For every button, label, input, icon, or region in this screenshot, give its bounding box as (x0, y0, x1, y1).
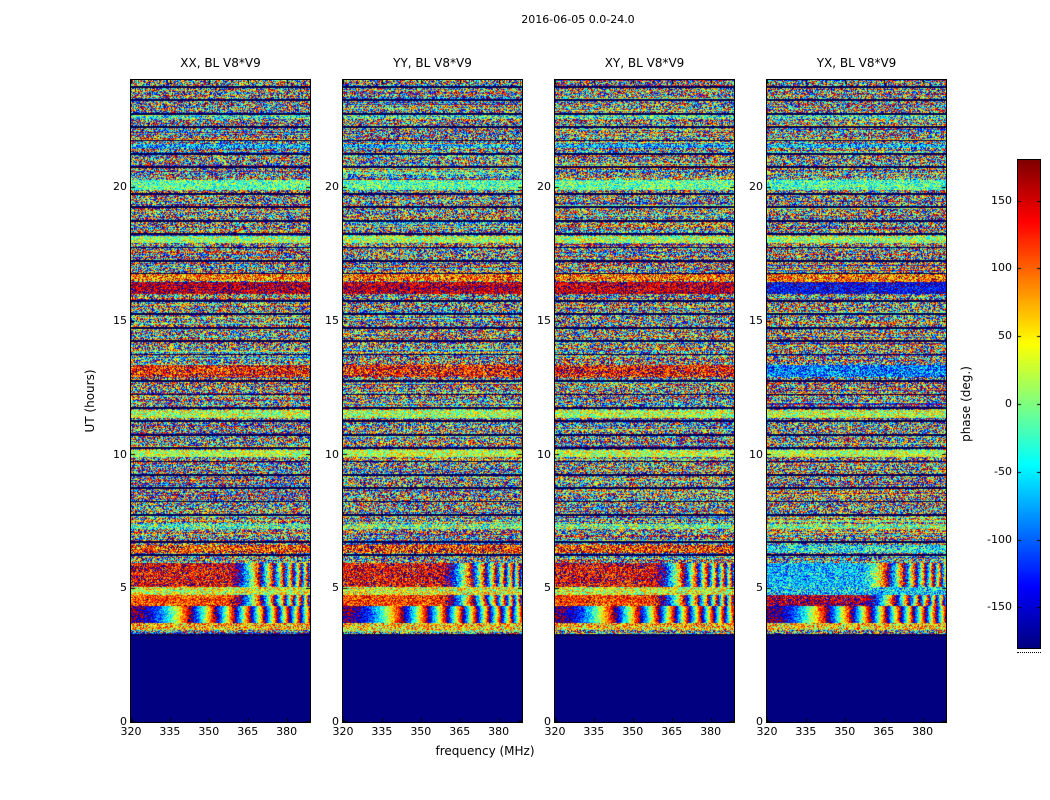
heatmap-canvas-yy (342, 79, 523, 723)
y-tick-label: 5 (544, 581, 551, 595)
x-tick-label: 320 (120, 725, 142, 738)
figure-title: 2016-06-05 0.0-24.0 (521, 13, 635, 26)
x-tick-label: 380 (488, 725, 510, 738)
y-tick-label: 0 (120, 715, 127, 728)
y-tick-label: 15 (749, 313, 763, 327)
colorbar-tick-label: -150 (987, 600, 1012, 614)
x-axis-label: frequency (MHz) (435, 744, 535, 758)
y-tick-label: 5 (332, 581, 339, 595)
y-tick-label: 15 (325, 313, 339, 327)
x-tick-label: 365 (873, 725, 895, 738)
x-tick-label: 320 (756, 725, 778, 738)
x-tick-label: 335 (795, 725, 817, 738)
x-tick-label: 350 (410, 725, 432, 738)
heatmap-canvas-xx (130, 79, 311, 723)
y-tick-label: 5 (120, 581, 127, 595)
y-tick-label: 0 (756, 715, 763, 728)
x-tick-label: 365 (237, 725, 259, 738)
x-tick-label: 365 (449, 725, 471, 738)
x-tick-label: 320 (332, 725, 354, 738)
y-tick-label: 20 (537, 180, 551, 193)
panel-title-yy: YY, BL V8*V9 (393, 56, 472, 70)
x-tick-label: 335 (371, 725, 393, 738)
x-tick-label: 350 (622, 725, 644, 738)
colorbar-tick-label: -50 (994, 464, 1012, 478)
colorbar-label: phase (deg.) (959, 366, 973, 442)
colorbar-end-marker (1017, 652, 1041, 653)
y-tick-label: 20 (749, 180, 763, 193)
y-tick-label: 10 (325, 447, 339, 461)
x-tick-label: 350 (834, 725, 856, 738)
heatmap-canvas-yx (766, 79, 947, 723)
colorbar-tick-label: 0 (1005, 397, 1012, 410)
y-tick-label: 20 (325, 180, 339, 193)
x-tick-label: 380 (700, 725, 722, 738)
y-tick-label: 10 (537, 447, 551, 461)
y-tick-label: 10 (749, 447, 763, 461)
x-tick-label: 350 (198, 725, 220, 738)
y-tick-label: 0 (332, 715, 339, 728)
x-tick-label: 335 (159, 725, 181, 738)
x-tick-label: 320 (544, 725, 566, 738)
heatmap-canvas-xy (554, 79, 735, 723)
y-tick-label: 10 (113, 447, 127, 461)
panel-title-yx: YX, BL V8*V9 (816, 56, 897, 70)
x-tick-label: 380 (912, 725, 934, 738)
x-tick-label: 335 (583, 725, 605, 738)
y-axis-label: UT (hours) (83, 369, 97, 433)
x-tick-label: 380 (276, 725, 298, 738)
panel-title-xy: XY, BL V8*V9 (604, 56, 685, 70)
colorbar-tick-label: -100 (987, 532, 1012, 546)
colorbar (1017, 159, 1041, 649)
colorbar-tick-label: 150 (991, 193, 1012, 207)
colorbar-tick-label: 50 (998, 329, 1012, 343)
y-tick-label: 15 (537, 313, 551, 327)
y-tick-label: 15 (113, 313, 127, 327)
panel-title-xx: XX, BL V8*V9 (180, 56, 261, 70)
x-tick-label: 365 (661, 725, 683, 738)
y-tick-label: 20 (113, 180, 127, 193)
y-tick-label: 0 (544, 715, 551, 728)
y-tick-label: 5 (756, 581, 763, 595)
colorbar-tick-label: 100 (991, 261, 1012, 275)
